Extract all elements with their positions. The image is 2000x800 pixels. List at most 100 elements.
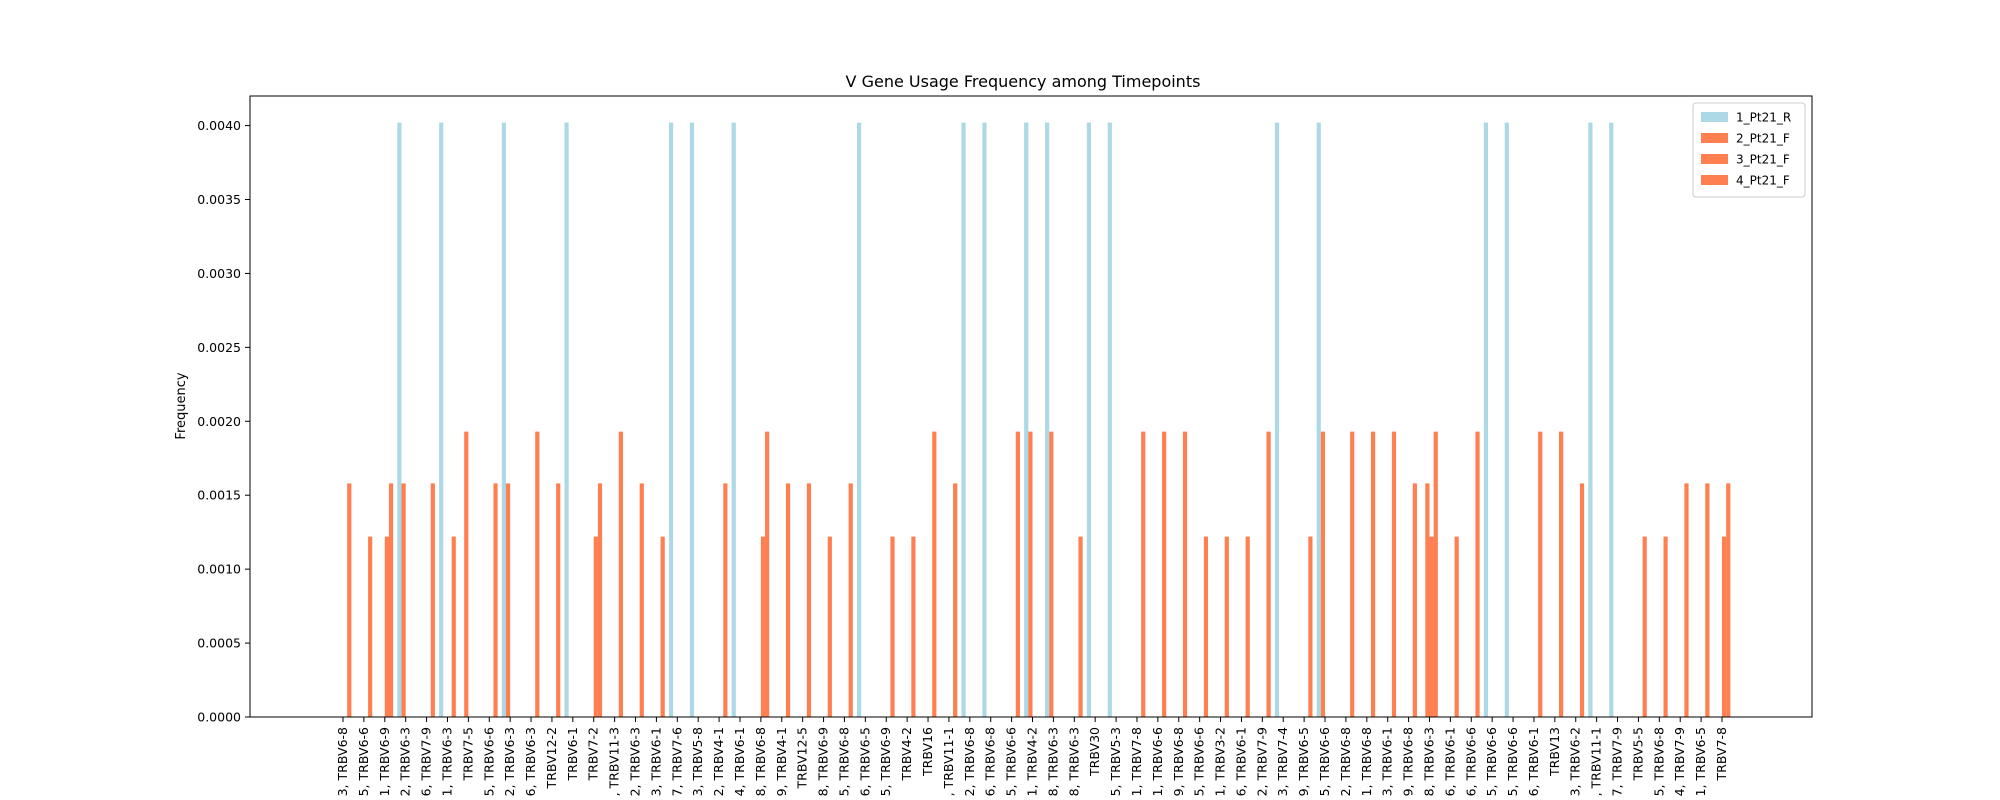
x-tick-label: 2, TRBV6-3 bbox=[628, 727, 643, 796]
bar-4_Pt21_F-63 bbox=[1663, 536, 1668, 717]
bar-1_Pt21_R-30 bbox=[961, 122, 966, 718]
bar-2_Pt21_F-34 bbox=[1049, 431, 1054, 717]
x-tick-label: 4, TRBV6-1 bbox=[732, 727, 747, 796]
bar-4_Pt21_F-23 bbox=[827, 536, 832, 717]
y-tick-label: 0.0040 bbox=[197, 118, 241, 133]
y-axis: 0.0000 0.0005 0.0010 0.0015 0.0020 0.0025 0.00… bbox=[197, 118, 250, 725]
x-tick-label: TRBV12-5 bbox=[795, 727, 810, 789]
bar-3_Pt21_F-2 bbox=[384, 536, 389, 717]
bar-1_Pt21_R-25 bbox=[856, 122, 862, 718]
bar-4_Pt21_F-5 bbox=[451, 536, 456, 717]
legend[interactable]: 1_Pt21_R 2_Pt21_F 3_Pt21_F 4_Pt21_F bbox=[1692, 102, 1806, 198]
x-tick-label: 1, TRBV7-8 bbox=[1129, 727, 1144, 796]
x-tick-label: , TRBV11-3 bbox=[607, 727, 622, 796]
y-tick-label: 0.0030 bbox=[197, 266, 241, 281]
x-tick-label: 2, TRBV6-8 bbox=[1338, 727, 1353, 796]
bar-1_Pt21_R-11 bbox=[564, 122, 569, 718]
x-tick-label: TRBV4-2 bbox=[899, 727, 914, 781]
x-tick-label: 5, TRBV6-6 bbox=[1317, 727, 1332, 796]
x-tick-label: 6, TRBV6-8 bbox=[983, 727, 998, 796]
x-tick-label: 2, TRBV4-1 bbox=[711, 727, 726, 796]
x-tick-label: 6, TRBV6-5 bbox=[857, 727, 872, 796]
y-tick-label: 0.0015 bbox=[197, 488, 241, 503]
x-tick-label: TRBV16 bbox=[920, 727, 935, 777]
x-tick-label: 5, TRBV6-6 bbox=[481, 727, 496, 796]
bar-4_Pt21_F-54 bbox=[1475, 431, 1480, 717]
bar-3_Pt21_F-20 bbox=[760, 536, 766, 717]
legend-swatch-2_Pt21_F bbox=[1701, 133, 1728, 143]
bar-4_Pt21_F-20 bbox=[765, 431, 770, 717]
bar-4_Pt21_F-0 bbox=[347, 483, 352, 717]
bar-4_Pt21_F-21 bbox=[785, 483, 791, 717]
bars-group bbox=[347, 122, 1731, 718]
bar-2_Pt21_F-47 bbox=[1320, 431, 1326, 717]
x-tick-label: 5, TRBV6-8 bbox=[1651, 727, 1666, 796]
bar-3_Pt21_F-66 bbox=[1722, 536, 1727, 717]
x-tick-label: 3, TRBV5-8 bbox=[690, 727, 705, 796]
bar-4_Pt21_F-2 bbox=[388, 483, 394, 717]
bar-4_Pt21_F-7 bbox=[493, 483, 498, 717]
x-tick-label: , TRBV11-1 bbox=[1589, 727, 1604, 796]
x-tick-label: 9, TRBV6-5 bbox=[1296, 727, 1311, 796]
x-tick-label: 2, TRBV6-8 bbox=[962, 727, 977, 796]
x-tick-label: 3, TRBV6-1 bbox=[1380, 727, 1395, 796]
legend-swatch-3_Pt21_F bbox=[1701, 154, 1728, 164]
legend-label-2_Pt21_F: 2_Pt21_F bbox=[1736, 132, 1790, 146]
bar-1_Pt21_R-37 bbox=[1107, 122, 1112, 718]
bar-1_Pt21_R-19 bbox=[731, 122, 736, 718]
x-tick-label: 6, TRBV7-9 bbox=[419, 727, 434, 796]
bar-2_Pt21_F-3 bbox=[401, 483, 406, 717]
x-tick-label: 6, TRBV6-3 bbox=[523, 727, 538, 796]
bar-2_Pt21_F-8 bbox=[505, 483, 511, 717]
legend-label-4_Pt21_F: 4_Pt21_F bbox=[1736, 174, 1790, 188]
bar-2_Pt21_F-6 bbox=[464, 431, 469, 717]
x-tick-label: 1, TRBV3-2 bbox=[1213, 727, 1228, 796]
bar-1_Pt21_R-47 bbox=[1316, 122, 1321, 718]
chart-title: V Gene Usage Frequency among Timepoints bbox=[846, 72, 1201, 91]
bar-4_Pt21_F-58 bbox=[1559, 431, 1564, 717]
x-tick-label: TRBV13 bbox=[1547, 727, 1562, 777]
bar-4_Pt21_F-12 bbox=[597, 483, 603, 717]
x-tick-label: 5, TRBV6-6 bbox=[1004, 727, 1019, 796]
bar-4_Pt21_F-48 bbox=[1350, 431, 1355, 717]
x-tick-label: 5, TRBV6-6 bbox=[356, 727, 371, 796]
x-tick-label: TRBV7-5 bbox=[460, 727, 475, 781]
x-tick-label: TRBV7-8 bbox=[1714, 727, 1729, 782]
x-tick-label: 1, TRBV6-9 bbox=[377, 727, 392, 796]
x-tick-label: 1, TRBV6-5 bbox=[1693, 727, 1708, 796]
bar-4_Pt21_F-51 bbox=[1412, 483, 1417, 717]
y-tick-label: 0.0020 bbox=[197, 414, 241, 429]
bar-4_Pt21_F-42 bbox=[1224, 536, 1229, 717]
bar-4_Pt21_F-49 bbox=[1370, 431, 1376, 717]
x-tick-label: 7, TRBV7-6 bbox=[669, 727, 684, 796]
bar-4_Pt21_F-44 bbox=[1266, 431, 1271, 717]
bar-4_Pt21_F-22 bbox=[806, 483, 812, 717]
bar-4_Pt21_F-59 bbox=[1579, 483, 1585, 717]
bar-1_Pt21_R-17 bbox=[689, 122, 695, 718]
bar-1_Pt21_R-3 bbox=[397, 122, 402, 718]
x-axis: 3, TRBV6-8 5, TRBV6-6 1, TRBV6-9 2, TRBV6-3… bbox=[335, 717, 1729, 796]
x-tick-label: 3, TRBV7-4 bbox=[1275, 727, 1290, 796]
bar-4_Pt21_F-24 bbox=[848, 483, 853, 717]
bar-1_Pt21_R-36 bbox=[1086, 122, 1091, 718]
x-tick-label: 8, TRBV6-8 bbox=[753, 727, 768, 796]
x-tick-label: TRBV7-2 bbox=[586, 727, 601, 781]
bar-4_Pt21_F-1 bbox=[368, 536, 373, 717]
bar-3_Pt21_F-52 bbox=[1429, 536, 1434, 717]
x-tick-label: 5, TRBV6-6 bbox=[1484, 727, 1499, 796]
bar-4_Pt21_F-40 bbox=[1182, 431, 1188, 717]
x-tick-label: 9, TRBV4-1 bbox=[774, 727, 789, 796]
x-tick-label: TRBV12-2 bbox=[544, 727, 559, 789]
bar-1_Pt21_R-33 bbox=[1024, 122, 1029, 718]
bar-4_Pt21_F-35 bbox=[1078, 536, 1083, 717]
bar-4_Pt21_F-53 bbox=[1454, 536, 1459, 717]
x-tick-label: 2, TRBV7-9 bbox=[1254, 727, 1269, 796]
y-tick-label: 0.0035 bbox=[197, 192, 241, 207]
x-tick-label: 9, TRBV6-8 bbox=[1401, 727, 1416, 796]
bar-1_Pt21_R-60 bbox=[1588, 122, 1593, 718]
x-tick-label: TRBV30 bbox=[1087, 727, 1102, 777]
y-tick-label: 0.0000 bbox=[197, 710, 241, 725]
x-tick-label: 8, TRBV6-9 bbox=[816, 727, 831, 796]
x-tick-label: 4, TRBV7-9 bbox=[1672, 727, 1687, 796]
bar-4_Pt21_F-41 bbox=[1203, 536, 1209, 717]
